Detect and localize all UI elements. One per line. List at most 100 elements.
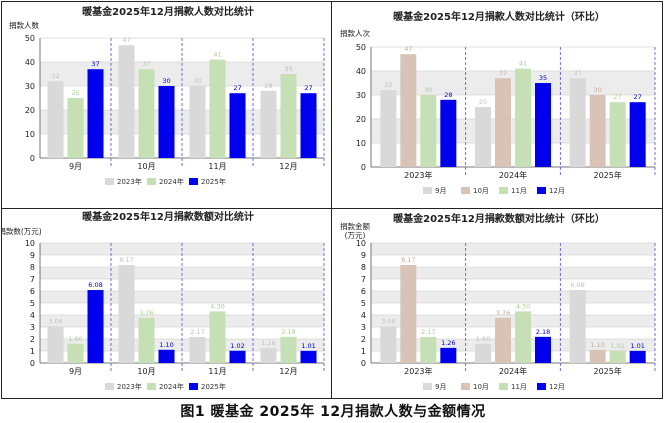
y-tick-label: 50 [356, 43, 366, 52]
legend-label: 11月 [511, 187, 527, 195]
y-tick-label: 30 [25, 82, 35, 91]
data-label: 25 [479, 98, 487, 106]
data-label: 2.17 [421, 328, 435, 336]
bar [400, 54, 417, 168]
data-label: 1.02 [230, 342, 244, 350]
y-tick-label: 1 [30, 347, 35, 356]
x-category-label: 2024年 [499, 170, 527, 180]
legend-swatch [189, 383, 198, 390]
legend-swatch [423, 187, 432, 194]
bar [300, 93, 317, 158]
chart-title: 暖基金2025年12月捐款数额对比统计 [82, 210, 254, 223]
legend-label: 9月 [435, 187, 446, 195]
y-tick-label: 9 [361, 251, 366, 260]
x-category-label: 2023年 [404, 366, 432, 376]
figure-frame [1, 1, 663, 399]
legend-swatch [499, 383, 508, 390]
bar [158, 349, 175, 363]
legend-swatch [461, 383, 470, 390]
data-label: 35 [539, 74, 547, 82]
data-label: 1.60 [476, 335, 490, 343]
y-axis-label: 捐款金额 [340, 221, 370, 231]
grid-band [371, 267, 655, 279]
data-label: 41 [213, 51, 221, 59]
data-label: 4.30 [516, 302, 530, 310]
y-tick-label: 40 [25, 58, 35, 67]
x-category-label: 12月 [279, 162, 297, 171]
y-axis-label: 捐款数(万元) [2, 226, 42, 236]
y-tick-label: 30 [356, 91, 366, 100]
data-label: 32 [384, 81, 392, 89]
data-label: 30 [162, 77, 170, 85]
x-category-label: 2024年 [499, 366, 527, 376]
data-label: 3.06 [381, 317, 395, 325]
y-tick-label: 0 [30, 359, 35, 368]
legend-label: 2024年 [159, 177, 184, 186]
data-label: 28 [444, 91, 452, 99]
y-axis-label: (万元) [345, 231, 366, 240]
legend-swatch [147, 383, 156, 390]
y-tick-label: 20 [25, 106, 35, 115]
bar [589, 349, 606, 363]
data-label: 37 [574, 69, 582, 77]
y-tick-label: 2 [30, 335, 35, 344]
bar [87, 290, 104, 363]
x-category-label: 2025年 [593, 366, 621, 376]
legend-label: 10月 [473, 383, 489, 391]
y-tick-label: 8 [361, 263, 366, 272]
bar [87, 69, 104, 158]
bar [118, 264, 135, 363]
bar [158, 86, 175, 158]
legend-label: 9月 [435, 383, 446, 391]
data-label: 1.02 [610, 342, 624, 350]
bar [229, 93, 246, 158]
legend-label: 2024年 [159, 382, 184, 391]
data-label: 27 [614, 93, 622, 101]
bar [609, 350, 626, 363]
bar [475, 107, 491, 167]
x-category-label: 9月 [69, 162, 82, 171]
legend-label: 12月 [549, 187, 565, 195]
data-label: 28 [264, 82, 272, 90]
grid-band [371, 243, 655, 255]
legend-label: 11月 [511, 383, 527, 391]
data-label: 2.18 [281, 328, 295, 336]
panel-divider-horizontal [1, 208, 663, 209]
bar [420, 95, 437, 167]
data-label: 8.17 [401, 256, 415, 264]
bar [189, 86, 206, 158]
bar [400, 264, 417, 363]
data-label: 41 [519, 60, 527, 68]
data-label: 2.18 [536, 328, 550, 336]
bar [280, 74, 297, 158]
bar [440, 99, 457, 167]
panel-divider-vertical [331, 1, 332, 399]
legend-swatch [105, 383, 114, 390]
data-label: 30 [594, 86, 602, 94]
bar [280, 336, 297, 363]
legend-swatch [461, 187, 470, 194]
x-category-label: 9月 [69, 367, 82, 376]
data-label: 3.76 [496, 309, 510, 317]
bar [260, 90, 277, 158]
data-label: 27 [233, 84, 241, 92]
y-tick-label: 10 [356, 139, 366, 148]
y-axis-label: 捐款人数 [9, 20, 39, 30]
y-tick-label: 2 [361, 335, 366, 344]
data-label: 32 [51, 72, 59, 80]
legend-label: 2023年 [117, 177, 142, 186]
legend-label: 2025年 [201, 382, 226, 391]
bar [569, 78, 586, 167]
bar [380, 326, 397, 363]
y-axis-label: 捐款人次 [340, 28, 370, 38]
bar [515, 68, 531, 167]
data-label: 1.01 [630, 342, 644, 350]
x-category-label: 2025年 [593, 170, 621, 180]
data-label: 1.10 [159, 341, 173, 349]
bar [515, 311, 531, 363]
legend-label: 2023年 [117, 382, 142, 391]
data-label: 3.06 [48, 317, 62, 325]
bar [535, 336, 551, 363]
bar [609, 102, 626, 167]
bar [380, 90, 397, 167]
